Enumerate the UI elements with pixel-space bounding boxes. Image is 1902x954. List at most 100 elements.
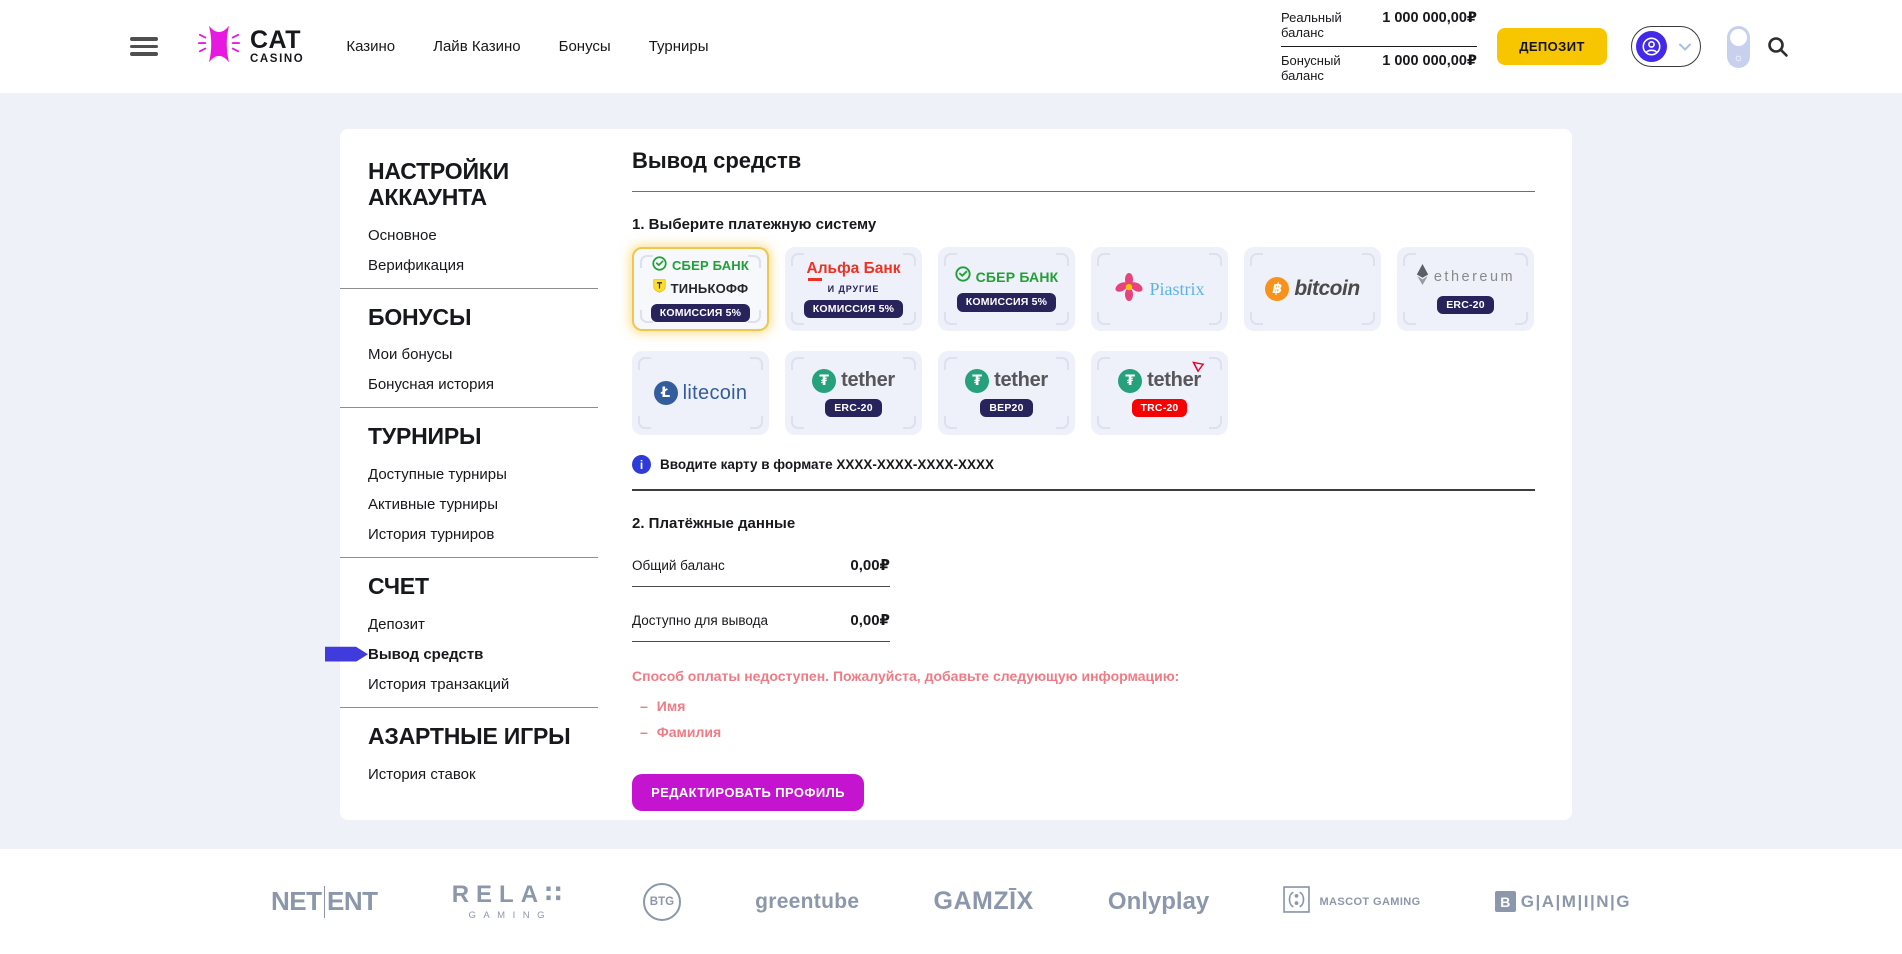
nav-item-bonuses[interactable]: Бонусы — [558, 38, 611, 55]
netent-logo: NET ENT — [271, 885, 378, 918]
alfa-underline — [807, 277, 822, 281]
commission-badge: КОМИССИЯ 5% — [803, 299, 904, 319]
missing-field-surname: – Фамилия — [632, 724, 1535, 740]
payment-method-sberbank[interactable]: СБЕР БАНК КОМИССИЯ 5% — [938, 247, 1075, 331]
sidebar-item-withdrawal[interactable]: Вывод средств — [325, 645, 598, 663]
payment-method-ethereum[interactable]: ethereum ERC-20 — [1397, 247, 1534, 331]
tether-label: tether — [1147, 369, 1201, 392]
network-badge: BEP20 — [980, 398, 1033, 418]
commission-badge: КОМИССИЯ 5% — [956, 293, 1057, 312]
sun-icon: ☼ — [1733, 51, 1744, 64]
info-icon: i — [632, 455, 651, 474]
brand-name: CAT — [250, 25, 302, 54]
sidebar-divider — [340, 557, 598, 558]
sidebar-divider — [340, 706, 598, 708]
page-title: Вывод средств — [632, 148, 802, 173]
payment-method-sber-tinkoff[interactable]: СБЕР БАНК ТИНЬКОФФ КОМИССИЯ 5% — [632, 247, 769, 331]
nav-item-casino[interactable]: Казино — [346, 38, 396, 55]
network-badge: TRC-20 — [1131, 398, 1188, 418]
sidebar-section-account: СЧЕТ — [368, 573, 429, 599]
mascot-gaming-logo: MASCOT GAMING — [1283, 885, 1420, 918]
litecoin-icon: Ł — [653, 381, 678, 405]
alfa-bank-label: Альфа Банк — [807, 260, 900, 281]
theme-toggle[interactable]: ☼ — [1727, 25, 1750, 68]
tether-icon: ₮ — [965, 368, 990, 393]
sidebar-divider — [340, 407, 598, 409]
payment-methods-grid: СБЕР БАНК ТИНЬКОФФ КОМИССИЯ 5% Альфа Бан… — [632, 247, 1535, 435]
payment-method-litecoin[interactable]: Ł litecoin — [632, 351, 769, 435]
relax-gaming-logo: RELA∷ GAMING — [451, 880, 569, 921]
sidebar-item-tournament-history[interactable]: История турниров — [368, 526, 495, 543]
network-badge: ERC-20 — [825, 398, 882, 418]
card-format-note: i Вводите карту в формате XXXX-XXXX-XXXX… — [632, 455, 1535, 474]
commission-badge: КОМИССИЯ 5% — [650, 303, 751, 323]
alfa-others-label: И ДРУГИЕ — [827, 283, 880, 294]
available-balance-value: 0,00₽ — [850, 612, 890, 629]
payment-method-alfa-bank[interactable]: Альфа Банк И ДРУГИЕ КОМИССИЯ 5% — [785, 247, 922, 331]
bitcoin-icon: ฿ — [1265, 277, 1290, 301]
chevron-down-icon — [1679, 38, 1691, 56]
sidebar-item-verification[interactable]: Верификация — [368, 256, 465, 274]
payment-method-tether-erc20[interactable]: ₮ tether ERC-20 — [785, 351, 922, 435]
real-balance-row: Реальный баланс 1 000 000,00₽ — [1281, 10, 1477, 46]
payment-method-piastrix[interactable]: Piastrix — [1091, 247, 1228, 331]
bgaming-logo: B G|A|M|I|N|G — [1494, 891, 1631, 912]
real-balance-label: Реальный баланс — [1281, 10, 1342, 40]
sidebar-item-deposit[interactable]: Депозит — [368, 615, 425, 633]
available-balance-label: Доступно для вывода — [632, 613, 768, 628]
tinkoff-label: ТИНЬКОФФ — [670, 280, 749, 296]
sidebar-item-main[interactable]: Основное — [368, 226, 437, 244]
piastrix-label: Piastrix — [1149, 278, 1205, 299]
bonus-balance-row: Бонусный баланс 1 000 000,00₽ — [1281, 46, 1477, 83]
tron-icon — [1192, 360, 1205, 378]
edit-profile-button[interactable]: РЕДАКТИРОВАТЬ ПРОФИЛЬ — [632, 774, 864, 811]
nav-item-live-casino[interactable]: Лайв Казино — [433, 38, 521, 55]
payment-method-tether-bep20[interactable]: ₮ tether BEP20 — [938, 351, 1075, 435]
list-dash: – — [640, 698, 648, 714]
sidebar-item-active-tournaments[interactable]: Активные турниры — [368, 496, 499, 513]
sidebar-item-my-bonuses[interactable]: Мои бонусы — [368, 346, 453, 364]
cat-logo-icon — [198, 22, 240, 71]
tether-icon: ₮ — [812, 368, 837, 393]
sidebar-item-available-tournaments[interactable]: Доступные турниры — [368, 466, 507, 483]
total-balance-row: Общий баланс 0,00₽ — [632, 556, 890, 587]
sidebar-item-withdrawal-label: Вывод средств — [368, 645, 484, 663]
sberbank-icon — [954, 266, 971, 287]
deposit-button[interactable]: ДЕПОЗИТ — [1497, 28, 1607, 65]
ethereum-icon — [1416, 263, 1429, 290]
nav-item-tournaments[interactable]: Турниры — [648, 38, 709, 55]
profile-menu[interactable] — [1631, 26, 1701, 67]
cat-casino-logo[interactable]: CAT CASINO — [198, 22, 304, 71]
network-badge: ERC-20 — [1437, 295, 1494, 315]
sidebar-section-bonuses: БОНУСЫ — [368, 303, 472, 330]
tether-label: tether — [841, 369, 895, 392]
divider — [632, 489, 1535, 491]
sberbank-icon — [652, 256, 667, 276]
sidebar-item-bet-history[interactable]: История ставок — [368, 765, 476, 783]
gamzix-logo: GAMZĪX — [933, 887, 1034, 915]
account-card: НАСТРОЙКИ АККАУНТА Основное Верификация … — [325, 129, 1572, 820]
underline — [632, 586, 890, 587]
search-button[interactable] — [1766, 35, 1790, 59]
payment-unavailable-message: Способ оплаты недоступен. Пожалуйста, до… — [632, 668, 1180, 684]
hamburger-menu-icon[interactable] — [130, 33, 158, 60]
payment-method-tether-trc20[interactable]: ₮ tether TRC-20 — [1091, 351, 1228, 435]
withdrawal-panel: Вывод средств 1. Выберите платежную сист… — [598, 129, 1572, 820]
payment-method-bitcoin[interactable]: ฿ bitcoin — [1244, 247, 1381, 331]
main-nav: Казино Лайв Казино Бонусы Турниры — [346, 38, 708, 55]
sidebar-section-gambling: АЗАРТНЫЕ ИГРЫ — [368, 722, 571, 749]
bonus-balance-label: Бонусный баланс — [1281, 53, 1341, 83]
sidebar-item-transaction-history[interactable]: История транзакций — [368, 675, 510, 693]
underline — [632, 641, 890, 642]
tinkoff-icon — [653, 279, 666, 298]
sberbank-label: СБЕР БАНК — [671, 258, 750, 274]
total-balance-label: Общий баланс — [632, 558, 725, 573]
providers-footer: NET ENT RELA∷ GAMING BTG greentube GAMZĪ… — [0, 849, 1902, 954]
top-bar: CAT CASINO Казино Лайв Казино Бонусы Тур… — [0, 0, 1902, 93]
sidebar-item-bonus-history[interactable]: Бонусная история — [368, 376, 494, 394]
bitcoin-label: bitcoin — [1294, 277, 1360, 300]
piastrix-flower-icon — [1114, 272, 1144, 307]
btg-logo: BTG — [642, 882, 681, 921]
missing-field-name: – Имя — [632, 698, 1535, 714]
bonus-balance-value: 1 000 000,00₽ — [1382, 53, 1477, 69]
